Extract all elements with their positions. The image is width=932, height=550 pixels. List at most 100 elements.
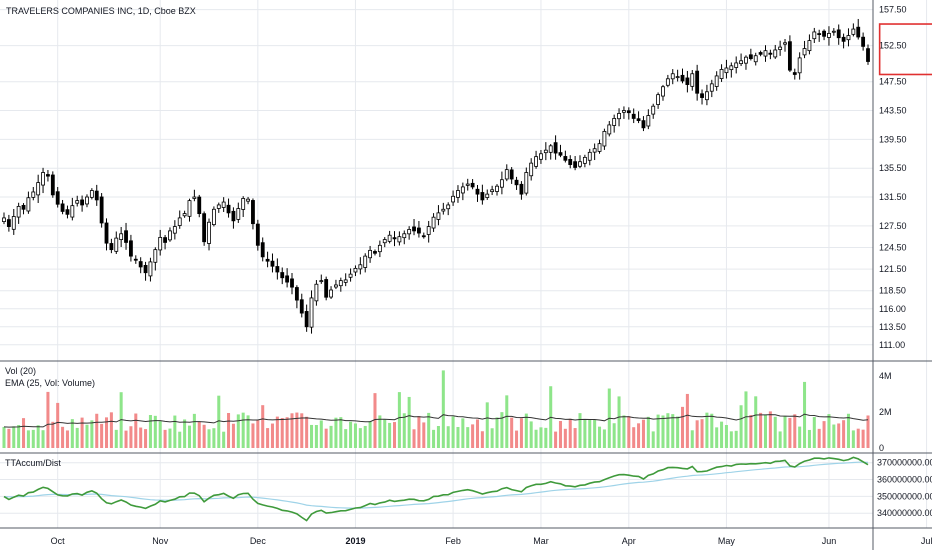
candle-body (470, 182, 475, 188)
candle-body (656, 94, 661, 105)
volume-bar (510, 417, 514, 448)
volume-bar (295, 412, 299, 448)
volume-bar (773, 416, 777, 448)
candle-body (582, 156, 587, 164)
candle-body (612, 118, 617, 126)
candle-body (773, 49, 778, 58)
candle-body (792, 72, 797, 75)
volume-bar (617, 396, 621, 448)
candle-body (46, 174, 50, 177)
volume-bar (851, 430, 855, 448)
candle-body (646, 115, 651, 127)
candle-body (16, 205, 21, 218)
accum-tick-label: 340000000.00 (877, 508, 932, 518)
volume-bar (729, 431, 733, 448)
candle-body (705, 91, 709, 101)
candle-body (177, 217, 182, 226)
candle-body (221, 201, 226, 208)
candle-body (670, 73, 675, 80)
volume-bar (671, 414, 675, 448)
volume-bar (46, 391, 50, 448)
volume-bar (183, 419, 187, 448)
volume-bar (324, 428, 328, 448)
candle-body (700, 93, 704, 98)
candle-body (553, 142, 558, 154)
candle-body (861, 36, 866, 47)
price-tick-label: 147.50 (879, 77, 907, 87)
volume-bar (436, 426, 440, 448)
volume-bar (715, 427, 719, 448)
volume-bar (246, 415, 250, 448)
volume-bar (637, 423, 641, 448)
volume-bar (646, 416, 650, 448)
volume-bar (280, 418, 284, 448)
volume-bar (373, 393, 377, 448)
candle-body (729, 65, 734, 71)
volume-bar (739, 405, 743, 448)
volume-bar (612, 423, 616, 448)
volume-bar (720, 421, 724, 448)
candle-body (187, 200, 192, 217)
volume-bar (256, 420, 260, 448)
candle-body (314, 283, 319, 302)
volume-bar (290, 413, 294, 448)
candle-body (822, 30, 826, 37)
candle-body (695, 70, 700, 94)
volume-bar (666, 413, 670, 448)
price-tick-label: 131.50 (879, 192, 907, 202)
candle-body (172, 226, 177, 234)
volume-bar (690, 430, 694, 448)
candle-body (353, 267, 358, 273)
accum-dist-pane (3, 456, 869, 522)
volume-bar (261, 405, 265, 448)
volume-bar (412, 429, 416, 448)
volume-bar (515, 430, 519, 448)
volume-bar (803, 381, 807, 448)
candle-body (11, 216, 16, 230)
volume-bar (846, 413, 850, 448)
price-tick-label: 116.00 (879, 304, 906, 314)
candle-body (587, 151, 592, 161)
volume-bar (75, 427, 79, 448)
volume-bar (861, 429, 865, 448)
candle-body (499, 179, 504, 188)
volume-bar (207, 429, 211, 448)
candle-body (504, 169, 509, 180)
volume-bar (827, 414, 831, 448)
volume-bar (197, 421, 201, 448)
candle-body (290, 278, 294, 288)
candle-body (412, 226, 416, 232)
volume-bar (588, 419, 592, 448)
time-tick-label: 2019 (345, 536, 365, 546)
accum-tick-label: 360000000.00 (877, 475, 932, 485)
volume-bar (163, 429, 167, 448)
volume-bar (798, 426, 802, 448)
volume-bar (598, 426, 602, 448)
volume-bar (768, 411, 772, 448)
candle-body (817, 33, 822, 35)
candle-body (558, 152, 563, 156)
candle-body (592, 148, 597, 153)
candle-body (797, 57, 802, 74)
chart-title: TRAVELERS COMPANIES INC, 1D, Cboe BZX (6, 6, 196, 16)
volume-bar (104, 417, 109, 448)
candle-body (246, 198, 250, 202)
candle-body (480, 192, 485, 201)
candle-body (475, 188, 480, 195)
candle-body (182, 213, 187, 217)
volume-bar (558, 421, 562, 448)
volume-bar (578, 413, 582, 448)
candle-body (539, 153, 543, 160)
volume-bar (12, 426, 16, 448)
candle-body (597, 143, 602, 152)
candle-body (358, 264, 363, 270)
price-tick-label: 139.50 (879, 134, 907, 144)
volume-bar (241, 412, 245, 448)
candle-body (85, 196, 89, 205)
volume-bar (339, 417, 343, 448)
candle-body (451, 195, 455, 203)
volume-bar (749, 415, 753, 448)
candle-body (836, 29, 841, 39)
volume-bar (139, 427, 143, 448)
volume-bar (168, 428, 172, 448)
